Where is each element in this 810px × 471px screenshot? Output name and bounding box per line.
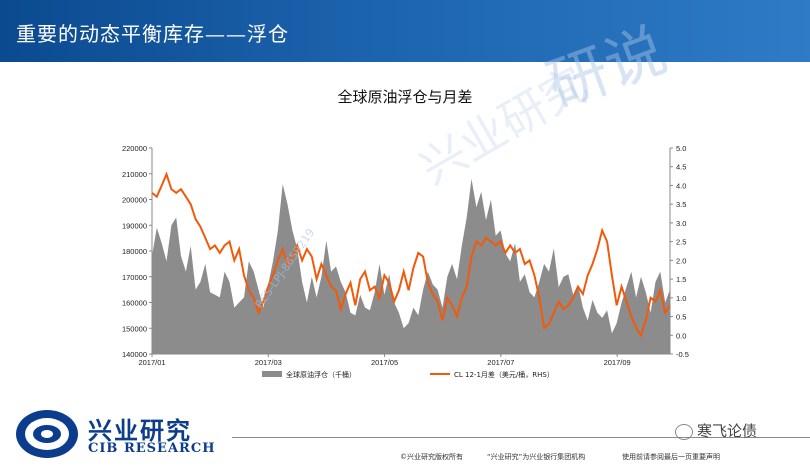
chart-canvas: 220000 210000 200000 190000 180000 170000 1600… [122, 144, 689, 379]
logo-text-en: CIB RESEARCH [88, 441, 216, 456]
legend-swatch-area [262, 371, 282, 377]
y-right-tick-label: 1.5 [676, 275, 686, 284]
wechat-icon [675, 423, 693, 440]
y-right-tick-label: 4.5 [676, 163, 686, 172]
x-tick-label: 2017/05 [371, 358, 398, 367]
y-left-tick-label: 170000 [122, 273, 147, 282]
copyright-text: ©兴业研究版权所有 [400, 453, 463, 461]
footer-note-1: “兴业研究”为兴业银行集团机构 [487, 453, 586, 461]
y-right-tick-label: 1.0 [676, 294, 686, 303]
y-right-tick-label: 3.5 [676, 200, 686, 209]
x-tick-label: 2017/03 [255, 358, 282, 367]
chart-title: 全球原油浮仓与月差 [337, 88, 473, 106]
y-left-tick-label: 180000 [122, 247, 147, 256]
line-series-spread [151, 171, 671, 338]
y-left-tick-label: 220000 [122, 144, 147, 153]
footer-note-2: 使用前请参阅最后一页重要声明 [622, 453, 720, 461]
y-right-tick-label: 2.5 [676, 238, 686, 247]
legend-label-area: 全球原油浮仓（千桶） [286, 370, 356, 379]
wechat-label: 寒飞论债 [675, 420, 757, 441]
x-tick-label: 2017/09 [604, 358, 631, 367]
wechat-account-name: 寒飞论债 [697, 422, 758, 440]
y-right-tick-label: -0.5 [676, 350, 689, 359]
x-tick-label: 2017/07 [487, 358, 514, 367]
footer-divider [232, 437, 810, 438]
x-tick-label: 2017/01 [138, 358, 165, 367]
logo-text-cn: 兴业研究 [88, 416, 192, 445]
y-left-tick-label: 200000 [122, 196, 147, 205]
y-left-tick-label: 150000 [122, 324, 147, 333]
y-right-tick-label: 0.5 [676, 313, 686, 322]
y-right-tick-label: 3.0 [676, 219, 686, 228]
y-left-tick-label: 160000 [122, 299, 147, 308]
y-left-tick-label: 140000 [122, 350, 147, 359]
y-left-tick-label: 190000 [122, 221, 147, 230]
y-right-tick-label: 2.0 [676, 256, 686, 265]
y-left-tick-label: 210000 [122, 170, 147, 179]
header-title: 重要的动态平衡库存——浮仓 [16, 22, 289, 46]
y-right-tick-label: 4.0 [676, 181, 686, 190]
y-right-tick-label: 5.0 [676, 144, 686, 153]
legend-label-line: CL 12-1月差（美元/桶，RHS） [454, 370, 554, 379]
header-bar: 重要的动态平衡库存——浮仓 [0, 0, 810, 62]
y-right-tick-label: 0.0 [676, 331, 686, 340]
cib-logo-icon [16, 410, 78, 458]
